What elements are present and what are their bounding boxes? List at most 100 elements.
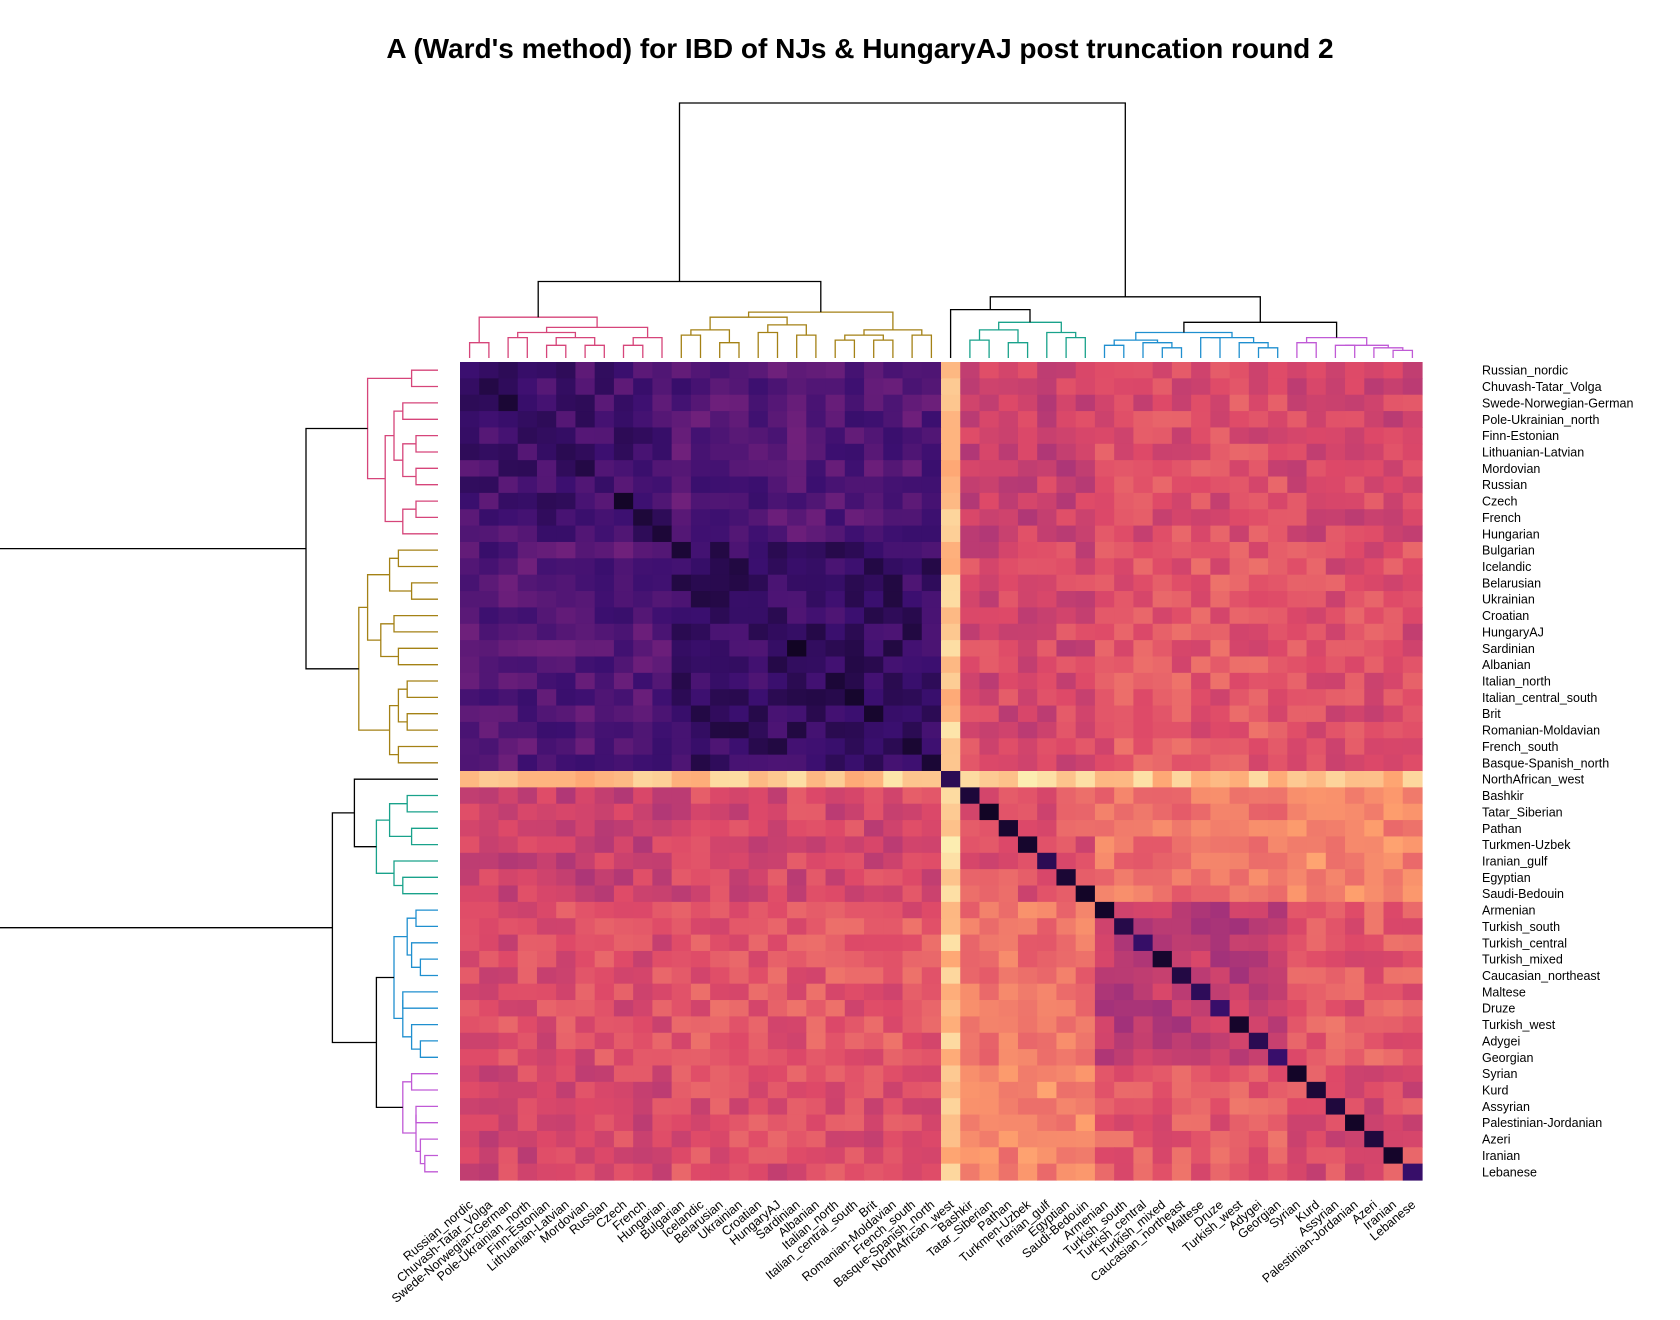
dendrogram-branch <box>402 876 438 895</box>
heatmap-cell <box>460 541 480 559</box>
heatmap-cell <box>921 1065 942 1083</box>
heatmap-cell <box>844 803 865 821</box>
heatmap-cell <box>979 476 1000 494</box>
heatmap-cell <box>979 1130 1000 1148</box>
heatmap-cell <box>1306 640 1327 658</box>
heatmap-cell <box>1268 803 1288 821</box>
heatmap-cell <box>844 541 865 559</box>
heatmap-cell <box>941 672 961 690</box>
heatmap-cell <box>1037 443 1058 461</box>
heatmap-cell <box>671 934 692 952</box>
heatmap-cell <box>710 1065 730 1083</box>
row-label: Armenian <box>1482 904 1536 918</box>
heatmap-cell <box>1325 672 1346 690</box>
heatmap-cell <box>556 476 577 494</box>
heatmap-cell <box>1306 721 1327 739</box>
heatmap-cell <box>460 476 480 494</box>
heatmap-cell <box>498 1081 519 1099</box>
heatmap-cell <box>902 378 923 396</box>
heatmap-cell <box>806 362 827 379</box>
heatmap-cell <box>1171 623 1192 641</box>
heatmap-cell <box>1345 738 1365 756</box>
heatmap-cell <box>864 869 884 887</box>
heatmap-cell <box>1152 460 1173 478</box>
heatmap-cell <box>1345 607 1365 625</box>
heatmap-cell <box>479 918 500 936</box>
heatmap-cell <box>864 901 884 919</box>
heatmap-cell <box>902 1081 923 1099</box>
heatmap-cell <box>1191 541 1211 559</box>
heatmap-cell <box>690 852 711 870</box>
heatmap-cell <box>575 967 596 985</box>
heatmap-cell <box>575 476 596 494</box>
heatmap-cell <box>479 1049 500 1067</box>
heatmap-cell <box>710 820 730 838</box>
heatmap-cell <box>556 623 577 641</box>
heatmap-cell <box>1152 541 1173 559</box>
heatmap-cell <box>787 509 807 527</box>
heatmap-cell <box>1248 771 1269 788</box>
heatmap-cell <box>536 1065 557 1083</box>
heatmap-cell <box>883 378 904 396</box>
heatmap-cell <box>1248 443 1269 461</box>
heatmap-cell <box>979 787 1000 805</box>
heatmap-cell <box>671 1016 692 1034</box>
heatmap-cell <box>1210 967 1231 985</box>
dendrogram-branch <box>709 316 788 330</box>
heatmap-cell <box>690 378 711 396</box>
heatmap-cell <box>1383 983 1404 1001</box>
dendrogram-branch <box>719 342 740 358</box>
heatmap-cell <box>825 1065 846 1083</box>
heatmap-cell <box>748 836 769 854</box>
heatmap-cell <box>594 623 615 641</box>
heatmap-cell <box>710 1081 730 1099</box>
heatmap-cell <box>1287 754 1308 772</box>
heatmap-cell <box>825 705 846 723</box>
heatmap-cell <box>633 394 653 412</box>
heatmap-cell <box>1248 460 1269 478</box>
heatmap-cell <box>960 574 981 592</box>
heatmap-cell <box>594 558 615 576</box>
heatmap-cell <box>844 378 865 396</box>
heatmap-cell <box>1017 967 1038 985</box>
heatmap-cell <box>671 362 692 379</box>
heatmap-cell <box>1094 1049 1115 1067</box>
heatmap-cell <box>652 787 673 805</box>
heatmap-cell <box>748 1081 769 1099</box>
heatmap-cell <box>960 820 981 838</box>
heatmap-cell <box>498 558 519 576</box>
heatmap-cell <box>1171 1163 1192 1181</box>
heatmap-cell <box>825 836 846 854</box>
heatmap-cell <box>633 1016 653 1034</box>
heatmap-cell <box>767 754 788 772</box>
heatmap-cell <box>748 640 769 658</box>
heatmap-cell <box>806 869 827 887</box>
heatmap-cell <box>460 771 480 788</box>
heatmap-cell <box>1268 656 1288 674</box>
heatmap-cell <box>652 983 673 1001</box>
heatmap-cell <box>671 869 692 887</box>
heatmap-cell <box>536 967 557 985</box>
heatmap-cell <box>998 901 1019 919</box>
heatmap-cell <box>498 1032 519 1050</box>
heatmap-cell <box>1171 934 1192 952</box>
heatmap-cell <box>652 1163 673 1181</box>
heatmap-cell <box>787 885 807 903</box>
heatmap-cell <box>1017 574 1038 592</box>
heatmap-cell <box>690 869 711 887</box>
heatmap-cell <box>998 492 1019 510</box>
heatmap-cell <box>941 541 961 559</box>
heatmap-cell <box>748 1130 769 1148</box>
heatmap-cell <box>825 852 846 870</box>
heatmap-cell <box>787 394 807 412</box>
heatmap-cell <box>941 525 961 543</box>
heatmap-cell <box>1037 492 1058 510</box>
heatmap-cell <box>1345 640 1365 658</box>
heatmap-cell <box>979 803 1000 821</box>
heatmap-cell <box>806 689 827 707</box>
heatmap-cell <box>806 378 827 396</box>
heatmap-cell <box>652 362 673 379</box>
heatmap-cell <box>806 394 827 412</box>
heatmap-cell <box>1268 918 1288 936</box>
heatmap-cell <box>1037 1000 1058 1017</box>
